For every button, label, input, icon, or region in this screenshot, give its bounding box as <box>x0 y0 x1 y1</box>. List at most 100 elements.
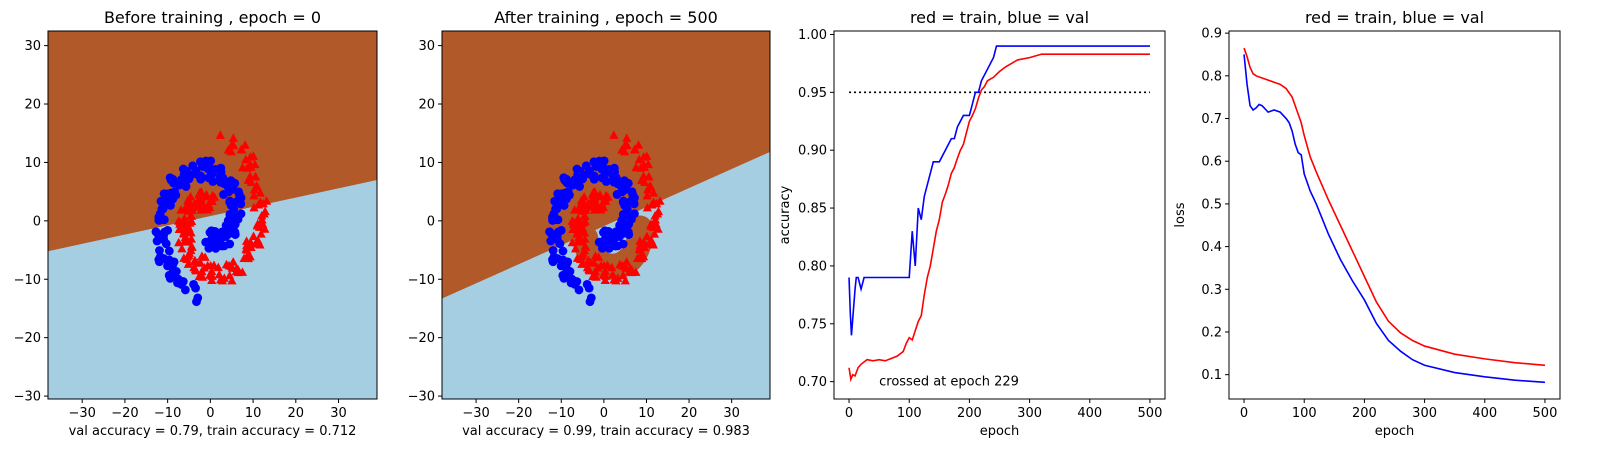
x-tick-label: 200 <box>1352 406 1377 421</box>
data-point <box>563 187 573 196</box>
data-point <box>243 251 254 261</box>
data-point <box>577 259 587 268</box>
plot-area <box>1243 47 1546 384</box>
data-point <box>629 199 639 209</box>
chart-panel-3: crossed at epoch 229 0 100 200 300 400 500 0.70… <box>778 8 1166 439</box>
x-axis-label: val accuracy = 0.99, train accuracy = 0.… <box>462 424 750 439</box>
data-point <box>642 190 652 200</box>
data-point <box>206 156 216 166</box>
data-point <box>610 167 619 177</box>
chart-panel-4: 0 100 200 300 400 500 0.1 0.2 0.3 0.4 0.5 0.6 0.7 0.8… <box>1173 8 1561 439</box>
data-point <box>580 241 590 250</box>
data-point <box>649 188 659 197</box>
data-point <box>174 224 184 234</box>
data-point <box>635 245 645 254</box>
data-point <box>245 160 256 169</box>
data-point <box>628 189 637 199</box>
data-point <box>167 263 177 273</box>
y-tick-label: 0.2 <box>1201 325 1222 340</box>
data-point <box>155 209 165 219</box>
data-point <box>600 275 610 284</box>
x-tick-label: −30 <box>68 406 95 421</box>
data-point <box>642 151 652 160</box>
data-point <box>573 213 583 223</box>
data-point <box>191 265 201 275</box>
data-point <box>548 246 558 255</box>
data-point <box>216 274 226 284</box>
x-tick-label: 20 <box>288 406 305 421</box>
data-point <box>586 293 596 303</box>
data-point <box>185 218 195 227</box>
data-point <box>570 243 581 253</box>
y-tick-label: −20 <box>408 331 435 346</box>
data-point <box>228 133 238 142</box>
data-point <box>232 263 242 273</box>
data-point <box>615 259 625 269</box>
data-point <box>207 275 217 284</box>
data-point <box>237 144 247 154</box>
x-axis-label: val accuracy = 0.79, train accuracy = 0.… <box>69 424 357 439</box>
data-point <box>609 274 619 284</box>
data-point <box>571 278 580 288</box>
data-point <box>570 175 580 184</box>
chart-title: red = train, blue = val <box>910 8 1089 27</box>
data-point <box>584 265 595 275</box>
data-point <box>612 190 622 199</box>
x-tick-label: 0 <box>206 406 214 421</box>
data-point <box>559 201 569 210</box>
series-line-2 <box>1243 54 1546 384</box>
data-point <box>217 241 227 251</box>
data-point <box>188 161 198 171</box>
x-tick-label: 500 <box>1138 406 1163 421</box>
data-point <box>203 199 214 208</box>
data-point <box>206 260 216 270</box>
y-tick-label: 0.4 <box>1201 240 1222 255</box>
x-tick-label: 100 <box>1292 406 1317 421</box>
data-point <box>178 164 188 174</box>
data-point <box>625 263 635 273</box>
data-point <box>568 224 578 234</box>
data-point <box>260 224 270 233</box>
region-lower <box>48 179 377 399</box>
data-point <box>638 171 649 181</box>
series-line-1 <box>848 53 1150 383</box>
data-point <box>630 209 639 219</box>
data-point <box>590 205 600 214</box>
data-point <box>631 267 641 276</box>
data-point <box>596 191 606 201</box>
series-line-2 <box>848 45 1150 336</box>
data-point <box>215 130 225 139</box>
data-point <box>639 160 649 169</box>
y-tick-label: 10 <box>418 156 435 171</box>
y-tick-label: 0.75 <box>798 317 827 332</box>
y-tick-label: 0.1 <box>1201 368 1222 383</box>
y-tick-label: 30 <box>24 39 41 54</box>
data-point <box>219 179 229 189</box>
data-point <box>567 216 577 225</box>
data-point <box>221 259 232 269</box>
data-point <box>183 259 193 268</box>
y-tick-label: 0 <box>427 214 435 229</box>
data-point <box>159 231 168 241</box>
data-point <box>177 278 187 288</box>
data-point <box>257 214 267 224</box>
y-tick-label: 0.5 <box>1201 197 1222 212</box>
chart-title: After training , epoch = 500 <box>494 8 718 27</box>
data-point <box>580 211 590 220</box>
y-tick-label: −10 <box>14 273 41 288</box>
data-point <box>170 187 180 196</box>
data-point <box>634 154 644 164</box>
x-tick-label: 0 <box>600 406 608 421</box>
data-point <box>202 191 212 201</box>
data-point <box>237 267 248 276</box>
data-point <box>227 275 237 285</box>
data-point <box>174 216 184 225</box>
data-point <box>255 197 265 207</box>
x-tick-label: 0 <box>1240 406 1248 421</box>
data-point <box>580 203 590 213</box>
data-point <box>213 262 223 272</box>
data-point <box>642 202 652 212</box>
y-tick-label: 0 <box>33 214 41 229</box>
data-point <box>646 235 657 245</box>
data-point <box>631 162 641 172</box>
